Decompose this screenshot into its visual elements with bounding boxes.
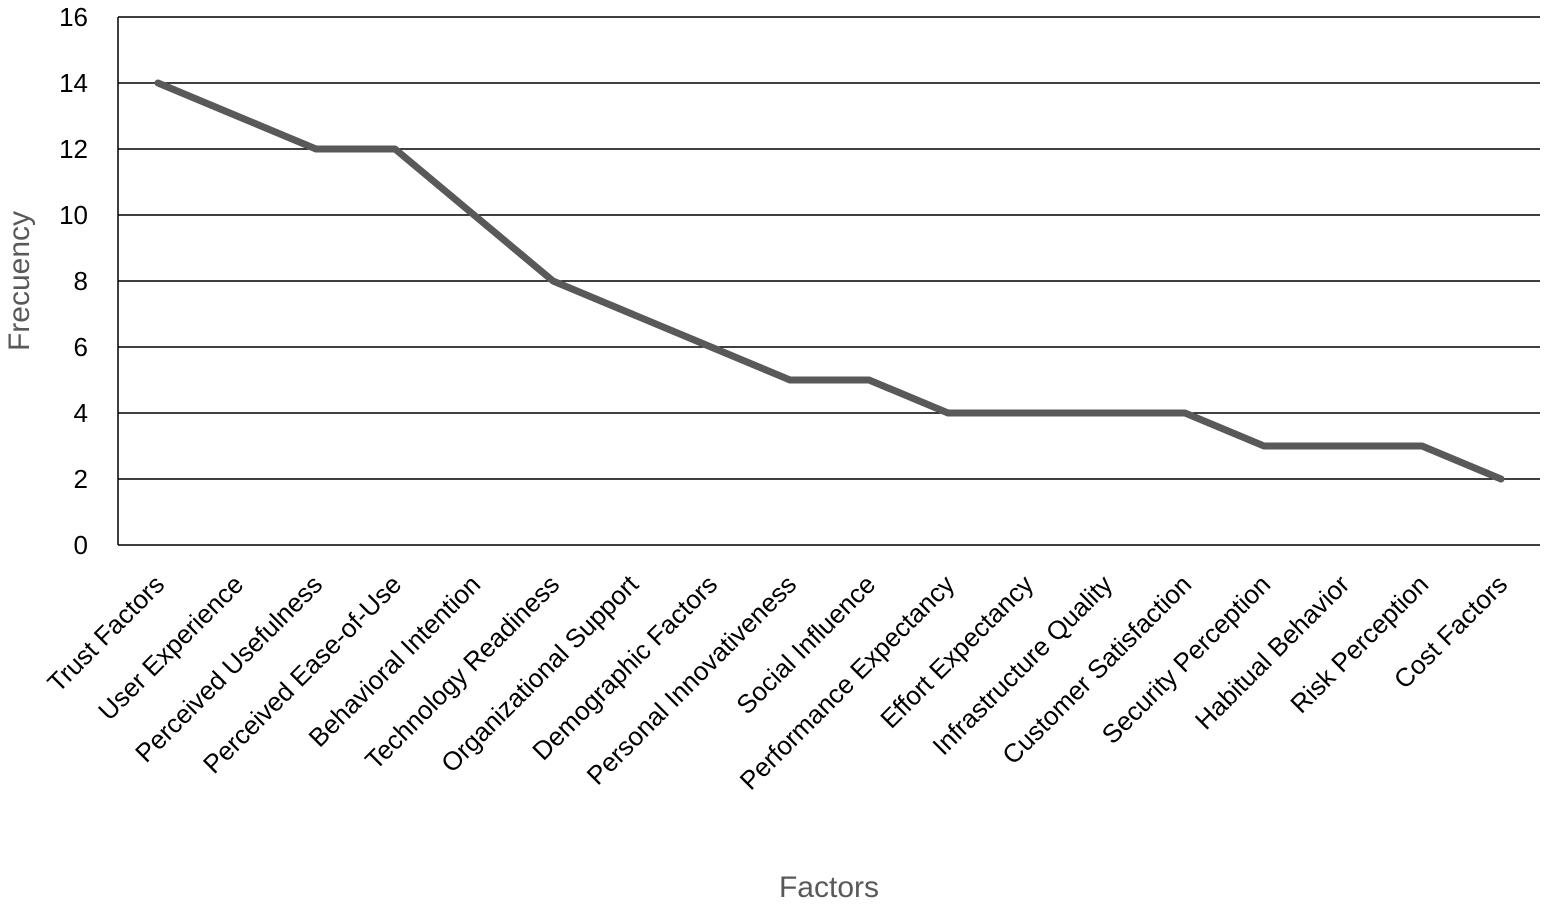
data-point (313, 146, 319, 152)
series (154, 79, 1505, 483)
y-tick-labels: 0 2 4 6 8 10 12 14 16 (59, 2, 88, 560)
y-tick-label: 0 (74, 530, 88, 560)
data-point (866, 377, 872, 383)
y-axis-title: Frecuency (3, 211, 36, 351)
x-tick-label: Social Influence (730, 569, 881, 720)
y-tick-label: 4 (74, 398, 88, 428)
y-tick-label: 14 (59, 68, 88, 98)
data-point (155, 80, 161, 86)
data-point (471, 212, 477, 218)
data-point (1182, 410, 1188, 416)
data-point (392, 146, 398, 152)
y-tick-label: 10 (59, 200, 88, 230)
y-tick-label: 6 (74, 332, 88, 362)
data-point (1261, 443, 1267, 449)
data-point (1498, 476, 1504, 482)
y-tick-label: 12 (59, 134, 88, 164)
gridlines (117, 16, 1540, 546)
y-tick-label: 16 (59, 2, 88, 32)
series-line (154, 79, 1505, 483)
data-point (787, 377, 793, 383)
data-point (1103, 410, 1109, 416)
x-axis-title: Factors (779, 871, 879, 904)
data-point (1340, 443, 1346, 449)
data-point (708, 344, 714, 350)
y-tick-label: 8 (74, 266, 88, 296)
y-tick-label: 2 (74, 464, 88, 494)
data-point (1024, 410, 1030, 416)
data-point (234, 113, 240, 119)
data-point (945, 410, 951, 416)
x-tick-label: User Experience (92, 569, 249, 726)
data-point (550, 278, 556, 284)
x-tick-label: Risk Perception (1284, 569, 1434, 719)
data-point (629, 311, 635, 317)
data-point (1419, 443, 1425, 449)
